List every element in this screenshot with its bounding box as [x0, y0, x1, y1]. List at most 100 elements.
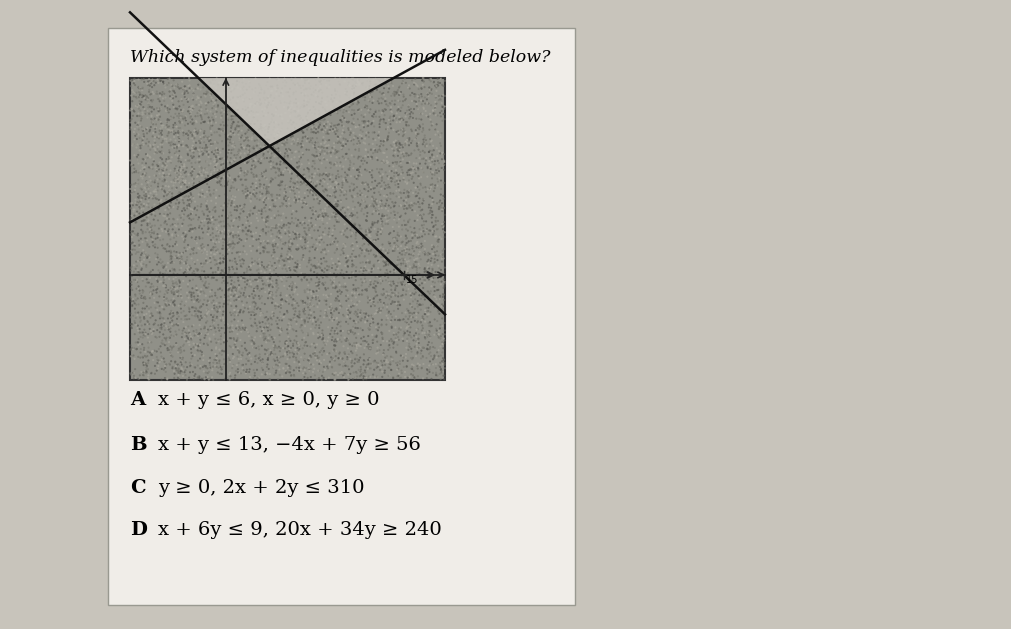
Point [240, 304, 256, 314]
Point [255, 226, 271, 237]
Point [185, 288, 201, 298]
Point [190, 287, 206, 298]
Point [225, 155, 242, 165]
Point [140, 149, 156, 159]
Point [361, 108, 377, 118]
Point [211, 298, 227, 308]
Point [286, 298, 302, 308]
Point [284, 252, 300, 262]
Point [360, 180, 376, 190]
Point [229, 310, 246, 320]
Point [346, 330, 362, 340]
Point [297, 298, 313, 308]
Point [166, 214, 182, 225]
Point [300, 353, 316, 364]
Point [222, 279, 239, 289]
Point [376, 148, 392, 158]
Point [405, 360, 422, 370]
Point [123, 91, 140, 101]
Point [155, 139, 171, 149]
Point [209, 148, 225, 158]
Point [419, 369, 435, 379]
Point [382, 352, 398, 362]
Point [350, 105, 366, 115]
Point [199, 338, 215, 348]
Point [280, 165, 296, 175]
Point [202, 124, 218, 134]
Point [276, 256, 292, 266]
Point [145, 328, 161, 338]
Point [242, 148, 258, 159]
Point [223, 326, 240, 337]
Point [397, 119, 413, 129]
Point [136, 304, 153, 314]
Point [234, 341, 250, 351]
Point [217, 374, 234, 384]
Point [317, 374, 334, 384]
Point [299, 241, 315, 251]
Point [241, 156, 257, 166]
Point [432, 271, 448, 281]
Point [396, 372, 412, 382]
Point [406, 316, 423, 326]
Point [285, 294, 301, 304]
Point [413, 328, 430, 338]
Point [303, 89, 319, 99]
Point [219, 270, 236, 280]
Point [285, 117, 301, 127]
Point [166, 320, 182, 330]
Point [160, 226, 176, 237]
Point [134, 85, 151, 95]
Point [175, 306, 191, 316]
Point [393, 315, 409, 325]
Point [399, 318, 416, 328]
Point [283, 174, 299, 184]
Point [153, 277, 169, 287]
Point [408, 237, 425, 247]
Point [163, 286, 179, 296]
Point [315, 346, 332, 356]
Point [291, 313, 307, 323]
Point [383, 315, 399, 325]
Point [155, 87, 171, 97]
Point [323, 299, 339, 309]
Point [364, 217, 380, 227]
Point [241, 123, 257, 133]
Point [292, 218, 308, 228]
Point [136, 162, 153, 172]
Point [376, 271, 392, 281]
Point [197, 272, 213, 282]
Point [303, 108, 319, 118]
Point [383, 142, 399, 152]
Point [272, 111, 288, 121]
Point [222, 108, 239, 118]
Point [232, 247, 248, 257]
Bar [129, 78, 445, 380]
Point [161, 359, 177, 369]
Point [397, 136, 413, 147]
Point [325, 353, 341, 364]
Point [191, 145, 207, 155]
Point [183, 360, 199, 370]
Point [314, 334, 331, 344]
Point [279, 347, 295, 357]
Point [222, 121, 239, 131]
Point [409, 301, 426, 311]
Point [367, 196, 383, 206]
Point [304, 190, 320, 200]
Point [314, 211, 331, 221]
Point [251, 272, 267, 282]
Point [268, 89, 284, 99]
Point [345, 74, 361, 84]
Point [360, 152, 376, 162]
Point [314, 230, 331, 240]
Point [391, 138, 407, 148]
Point [276, 102, 292, 112]
Point [185, 342, 201, 352]
Point [335, 162, 351, 172]
Point [344, 362, 360, 372]
Point [251, 291, 267, 301]
Point [225, 360, 242, 370]
Point [396, 185, 412, 195]
Point [166, 126, 182, 136]
